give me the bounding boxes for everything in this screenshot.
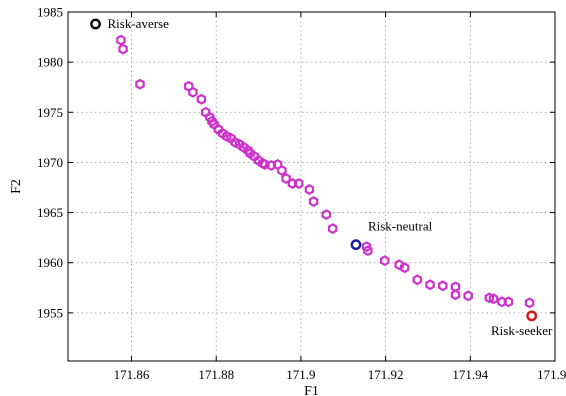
highlight-points: Risk-averse Risk-neutral Risk-seeker: [90, 16, 553, 338]
data-point: [450, 289, 461, 301]
axis-ticks: 171.86 171.88 171.9 171.92 171.94 171.96 1955 1…: [37, 5, 566, 383]
data-point: [281, 173, 291, 184]
data-point: [308, 196, 319, 208]
highlight-label: Risk-neutral: [368, 219, 433, 234]
data-point: [463, 290, 473, 302]
plot-frame: [67, 11, 556, 362]
data-point: [304, 184, 315, 195]
y-tick-label: 1965: [37, 205, 63, 220]
data-point: [412, 274, 423, 286]
y-axis-label: F2: [9, 179, 24, 194]
y-tick-label: 1960: [37, 255, 63, 270]
y-tick-label: 1955: [37, 305, 63, 320]
data-point: [243, 144, 253, 156]
data-point: [399, 262, 410, 274]
y-tick-label: 1975: [37, 105, 63, 120]
highlight-point: [350, 239, 362, 251]
data-point: [294, 178, 304, 189]
highlight-point: [90, 18, 101, 30]
x-axis-label: F1: [304, 384, 319, 396]
data-point: [207, 115, 217, 127]
data-point: [363, 245, 373, 257]
data-points: [116, 34, 535, 309]
data-point: [135, 78, 145, 90]
data-point: [503, 296, 514, 308]
highlight-point: [526, 310, 538, 322]
x-tick-label: 171.88: [198, 367, 234, 382]
highlight-label: Risk-averse: [108, 16, 170, 31]
x-tick-label: 171.96: [537, 367, 566, 382]
data-point: [327, 223, 338, 235]
y-tick-label: 1980: [37, 55, 63, 70]
data-point: [488, 293, 499, 305]
data-point: [361, 241, 372, 253]
data-point: [321, 209, 332, 221]
data-point: [425, 279, 435, 291]
y-tick-label: 1985: [37, 5, 63, 20]
data-point: [438, 280, 448, 292]
data-point: [380, 255, 390, 267]
data-point: [188, 86, 198, 98]
data-point: [277, 164, 287, 176]
x-tick-label: 171.94: [452, 367, 488, 382]
highlight-label: Risk-seeker: [491, 323, 553, 338]
x-tick-label: 171.92: [368, 367, 404, 382]
data-point: [524, 297, 535, 309]
x-tick-label: 171.86: [114, 367, 150, 382]
x-tick-label: 171.9: [286, 367, 315, 382]
y-tick-label: 1970: [37, 155, 63, 170]
data-point: [116, 34, 126, 46]
data-point: [196, 93, 207, 105]
data-point: [394, 259, 404, 271]
data-point: [118, 43, 128, 55]
